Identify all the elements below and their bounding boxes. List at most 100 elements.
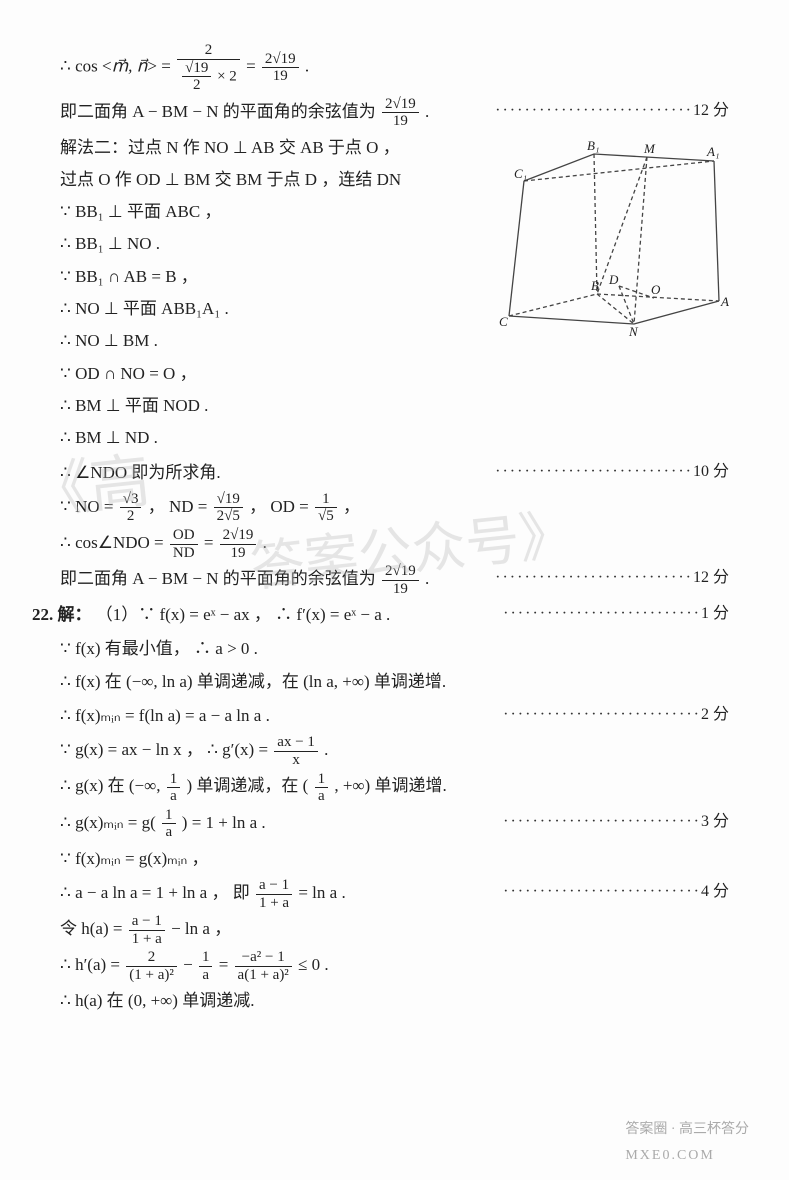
text: ∴ g(x)ₘᵢₙ = g( xyxy=(60,813,156,832)
denominator: 2 xyxy=(182,77,211,94)
score-annotation: 1 分 xyxy=(503,599,729,629)
numerator: 2 xyxy=(126,949,177,967)
numerator: √3 xyxy=(120,491,142,509)
text: , +∞) 单调递增. xyxy=(334,776,446,795)
text: 即二面角 A − BM − N 的平面角的余弦值为 xyxy=(60,102,380,121)
text: . xyxy=(425,569,429,588)
score-text: 4 分 xyxy=(701,883,729,900)
denominator: a xyxy=(199,967,213,984)
fig-label: A xyxy=(720,294,729,309)
fig-label: M xyxy=(643,141,656,156)
text-line: ∵ f(x) 有最小值， ∴ a > 0 . xyxy=(60,633,729,665)
math-line: ∵ g(x) = ax − ln x ， ∴ g′(x) = ax − 1x . xyxy=(60,734,729,768)
text: = ln a . xyxy=(298,883,345,902)
score-text: 12 分 xyxy=(693,569,729,586)
text: ∴ f(x)ₘᵢₙ = f(ln a) = a − a ln a . xyxy=(60,700,270,732)
text: ∴ a − a ln a = 1 + ln a ， 即 xyxy=(60,883,254,902)
fig-label: O xyxy=(651,282,661,297)
math-line: ∴ a − a ln a = 1 + ln a ， 即 a − 11 + a =… xyxy=(60,877,729,911)
text: . xyxy=(305,57,309,76)
numerator: 1 xyxy=(315,491,337,509)
text: − xyxy=(183,955,197,974)
numerator: 2√19 xyxy=(220,527,257,545)
numerator: 2 xyxy=(177,42,240,60)
score-text: 1 分 xyxy=(701,605,729,622)
text: ∴ cos∠NDO = xyxy=(60,533,168,552)
numerator: OD xyxy=(170,527,198,545)
denominator: a xyxy=(315,788,329,805)
fraction: 2√1919 xyxy=(382,96,419,130)
numerator: 1 xyxy=(167,771,181,789)
denominator: (1 + a)² xyxy=(126,967,177,984)
math-line: 22. 解： （1）∵ f(x) = eˣ − ax ， ∴ f′(x) = e… xyxy=(32,599,729,631)
geometry-figure: C₁ B₁ M A₁ C B N A D O xyxy=(479,136,729,347)
fig-label: B xyxy=(591,278,599,293)
math-line: ∴ cos <m⃗, n⃗> = 2 √192 × 2 = 2√1919 . xyxy=(60,42,729,94)
denominator: ND xyxy=(170,545,198,562)
text: ≤ 0 . xyxy=(298,955,329,974)
text: 解法二：过点 N 作 NO ⊥ AB 交 AB 于点 O ， xyxy=(60,138,400,157)
text: ， xyxy=(343,497,360,516)
math-line: ∴ g(x) 在 (−∞, 1a ) 单调递减，在 ( 1a , +∞) 单调递… xyxy=(60,770,729,804)
text-line: ∴ f(x) 在 (−∞, ln a) 单调递减，在 (ln a, +∞) 单调… xyxy=(60,666,729,698)
numerator: 2√19 xyxy=(262,51,299,69)
math-line: ∴ h′(a) = 2(1 + a)² − 1a = −a² − 1a(1 + … xyxy=(60,949,729,983)
numerator: 1 xyxy=(315,771,329,789)
denominator: 19 xyxy=(382,113,419,130)
denominator: a xyxy=(167,788,181,805)
text: × 2 xyxy=(213,68,236,84)
fraction: 2 √192 × 2 xyxy=(177,42,240,94)
text: = xyxy=(246,57,260,76)
denominator: 19 xyxy=(220,545,257,562)
numerator: 1 xyxy=(162,807,176,825)
score-annotation: 12 分 xyxy=(495,96,729,126)
numerator: √19 xyxy=(214,491,243,509)
text: . xyxy=(425,102,429,121)
numerator: a − 1 xyxy=(129,913,165,931)
math-line: ∴ f(x)ₘᵢₙ = f(ln a) = a − a ln a . 2 分 xyxy=(60,700,729,732)
text: = xyxy=(219,955,233,974)
text: . xyxy=(263,533,267,552)
fig-label: C₁ xyxy=(514,166,527,181)
score-annotation: 3 分 xyxy=(503,807,729,837)
denominator: 19 xyxy=(382,581,419,598)
denominator: 2 xyxy=(120,508,142,525)
score-annotation: 12 分 xyxy=(495,563,729,593)
denominator: 1 + a xyxy=(129,931,165,948)
text: 即二面角 A − BM − N 的平面角的余弦值为 xyxy=(60,569,380,588)
fig-label: N xyxy=(628,324,639,336)
text: ∴ ∠NDO 即为所求角. xyxy=(60,457,221,489)
math-line: ∵ NO = √32 ， ND = √192√5 ， OD = 1√5 ， xyxy=(60,491,729,525)
fraction: 2√1919 xyxy=(262,51,299,85)
numerator: a − 1 xyxy=(256,877,292,895)
text: ， ND = xyxy=(148,497,212,516)
denominator: x xyxy=(274,752,318,769)
fig-label: B₁ xyxy=(587,138,599,153)
text-line: ∴ BM ⊥ ND . xyxy=(60,422,729,454)
score-annotation: 10 分 xyxy=(495,457,729,487)
text: ∴ g(x) 在 (−∞, xyxy=(60,776,165,795)
text: ∵ g(x) = ax − ln x ， ∴ g′(x) = xyxy=(60,740,272,759)
score-annotation: 2 分 xyxy=(503,700,729,730)
footer-watermark: 答案圈 · 高三杯答分 MXE0.COM xyxy=(625,1117,749,1170)
text: − ln a ， xyxy=(171,919,231,938)
math-line: 即二面角 A − BM − N 的平面角的余弦值为 2√1919 . 12 分 xyxy=(60,563,729,597)
text-line: ∴ h(a) 在 (0, +∞) 单调递减. xyxy=(60,985,729,1017)
denominator: √192 × 2 xyxy=(177,60,240,94)
math-line: ∴ g(x)ₘᵢₙ = g( 1a ) = 1 + ln a . 3 分 xyxy=(60,807,729,841)
text-line: ∴ BM ⊥ 平面 NOD . xyxy=(60,390,729,422)
fig-label: C xyxy=(499,314,508,329)
denominator: a(1 + a)² xyxy=(235,967,292,984)
text: ∴ h′(a) = xyxy=(60,955,124,974)
score-text: 3 分 xyxy=(701,813,729,830)
score-text: 2 分 xyxy=(701,706,729,723)
denominator: a xyxy=(162,824,176,841)
question-number: 22. 解： xyxy=(32,605,92,624)
text: （1）∵ f(x) = eˣ − ax ， ∴ f′(x) = eˣ − a . xyxy=(96,605,391,624)
score-text: 10 分 xyxy=(693,463,729,480)
numerator: 2√19 xyxy=(382,96,419,114)
numerator: 2√19 xyxy=(382,563,419,581)
text: ) = 1 + ln a . xyxy=(182,813,266,832)
numerator: √19 xyxy=(182,60,211,78)
numerator: 1 xyxy=(199,949,213,967)
